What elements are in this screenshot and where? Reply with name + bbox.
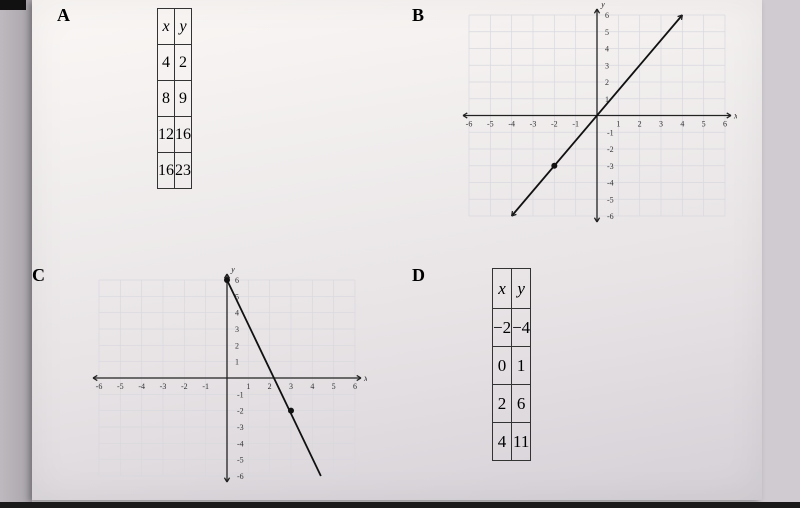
col-header-x: x bbox=[493, 269, 512, 309]
svg-text:-5: -5 bbox=[117, 382, 124, 391]
svg-text:-4: -4 bbox=[508, 120, 515, 129]
svg-text:x: x bbox=[733, 111, 737, 121]
svg-text:4: 4 bbox=[680, 120, 684, 129]
svg-text:-2: -2 bbox=[181, 382, 188, 391]
svg-text:2: 2 bbox=[235, 341, 239, 350]
table-row: 89 bbox=[158, 81, 192, 117]
table-row: x y bbox=[158, 9, 192, 45]
svg-text:-6: -6 bbox=[466, 120, 473, 129]
svg-text:4: 4 bbox=[310, 382, 314, 391]
col-header-x: x bbox=[158, 9, 175, 45]
graph-b-wrap: -6-5-4-3-2-1123456-6-5-4-3-2-1123456xy bbox=[457, 3, 737, 233]
svg-text:1: 1 bbox=[235, 358, 239, 367]
svg-text:6: 6 bbox=[353, 382, 357, 391]
svg-text:-2: -2 bbox=[237, 407, 244, 416]
table-a-wrap: x y 42 89 1216 1623 bbox=[157, 8, 192, 189]
table-row: −2−4 bbox=[493, 309, 531, 347]
svg-text:-2: -2 bbox=[607, 145, 614, 154]
table-a: x y 42 89 1216 1623 bbox=[157, 8, 192, 189]
svg-text:-6: -6 bbox=[607, 212, 614, 221]
label-d: D bbox=[412, 265, 425, 286]
svg-text:-4: -4 bbox=[237, 439, 244, 448]
svg-text:4: 4 bbox=[605, 45, 609, 54]
graph-c-wrap: -6-5-4-3-2-1123456-6-5-4-3-2-1123456xy bbox=[87, 268, 367, 493]
svg-text:-4: -4 bbox=[607, 179, 614, 188]
label-c: C bbox=[32, 265, 45, 286]
svg-text:-5: -5 bbox=[487, 120, 494, 129]
svg-text:-1: -1 bbox=[237, 390, 244, 399]
graph-b: -6-5-4-3-2-1123456-6-5-4-3-2-1123456xy bbox=[457, 3, 737, 228]
table-row: 411 bbox=[493, 423, 531, 461]
svg-text:-2: -2 bbox=[551, 120, 558, 129]
table-row: 01 bbox=[493, 347, 531, 385]
svg-text:x: x bbox=[363, 373, 367, 383]
table-row: 1216 bbox=[158, 117, 192, 153]
table-row: x y bbox=[493, 269, 531, 309]
svg-text:3: 3 bbox=[605, 61, 609, 70]
table-row: 42 bbox=[158, 45, 192, 81]
svg-text:3: 3 bbox=[659, 120, 663, 129]
graph-c: -6-5-4-3-2-1123456-6-5-4-3-2-1123456xy bbox=[87, 268, 367, 488]
svg-text:2: 2 bbox=[605, 78, 609, 87]
svg-text:3: 3 bbox=[235, 325, 239, 334]
svg-text:-6: -6 bbox=[237, 472, 244, 481]
label-b: B bbox=[412, 5, 424, 26]
table-row: 1623 bbox=[158, 153, 192, 189]
col-header-y: y bbox=[175, 9, 192, 45]
svg-text:-5: -5 bbox=[607, 195, 614, 204]
svg-text:3: 3 bbox=[289, 382, 293, 391]
svg-text:6: 6 bbox=[723, 120, 727, 129]
svg-text:5: 5 bbox=[332, 382, 336, 391]
svg-text:-3: -3 bbox=[607, 162, 614, 171]
svg-text:-1: -1 bbox=[572, 120, 579, 129]
svg-text:-3: -3 bbox=[237, 423, 244, 432]
svg-text:y: y bbox=[230, 268, 235, 274]
svg-text:1: 1 bbox=[616, 120, 620, 129]
svg-text:y: y bbox=[600, 3, 605, 9]
table-row: 26 bbox=[493, 385, 531, 423]
svg-text:-1: -1 bbox=[202, 382, 209, 391]
table-d-wrap: x y −2−4 01 26 411 bbox=[492, 268, 531, 461]
table-d: x y −2−4 01 26 411 bbox=[492, 268, 531, 461]
svg-text:4: 4 bbox=[235, 309, 239, 318]
worksheet-page: A x y 42 89 1216 1623 B -6-5-4-3-2-11234… bbox=[32, 0, 762, 500]
svg-text:1: 1 bbox=[246, 382, 250, 391]
svg-text:-4: -4 bbox=[138, 382, 145, 391]
svg-text:-5: -5 bbox=[237, 456, 244, 465]
svg-text:-1: -1 bbox=[607, 128, 614, 137]
svg-text:6: 6 bbox=[235, 276, 239, 285]
col-header-y: y bbox=[512, 269, 531, 309]
svg-text:5: 5 bbox=[605, 28, 609, 37]
svg-text:-3: -3 bbox=[160, 382, 167, 391]
svg-text:2: 2 bbox=[638, 120, 642, 129]
svg-text:6: 6 bbox=[605, 11, 609, 20]
svg-text:-3: -3 bbox=[530, 120, 537, 129]
label-a: A bbox=[57, 5, 70, 26]
svg-text:2: 2 bbox=[268, 382, 272, 391]
svg-text:5: 5 bbox=[702, 120, 706, 129]
svg-text:-6: -6 bbox=[96, 382, 103, 391]
